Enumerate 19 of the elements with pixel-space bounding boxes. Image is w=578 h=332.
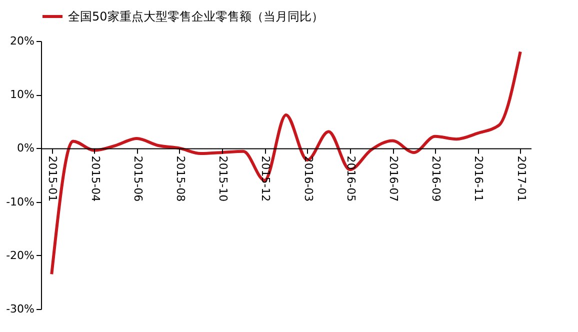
y-tick-label: 20%	[10, 34, 34, 48]
x-tick-label: 2016-03	[302, 156, 315, 202]
x-tick-label: 2015-10	[216, 156, 230, 202]
y-tick-label: 0%	[17, 142, 34, 155]
x-tick-label: 2015-06	[131, 156, 144, 202]
x-tick-label: 2015-08	[174, 156, 187, 202]
x-tick-label: 2016-05	[344, 156, 358, 202]
x-tick-label: 2015-12	[259, 156, 272, 202]
y-tick-label: -20%	[6, 248, 34, 262]
legend-label: 全国50家重点大型零售企业零售额（当月同比）	[68, 10, 324, 24]
x-tick-label: 2015-04	[88, 156, 102, 202]
y-tick-label: -30%	[6, 302, 34, 316]
y-tick-label: -10%	[6, 195, 34, 208]
x-tick-label: 2015-01	[46, 156, 60, 202]
x-tick-label: 2016-07	[387, 156, 400, 202]
x-tick-label: 2016-11	[472, 156, 486, 202]
x-tick-label: 2016-09	[430, 156, 443, 202]
x-tick-label: 2017-01	[514, 156, 528, 202]
y-tick-label: 10%	[10, 88, 34, 102]
